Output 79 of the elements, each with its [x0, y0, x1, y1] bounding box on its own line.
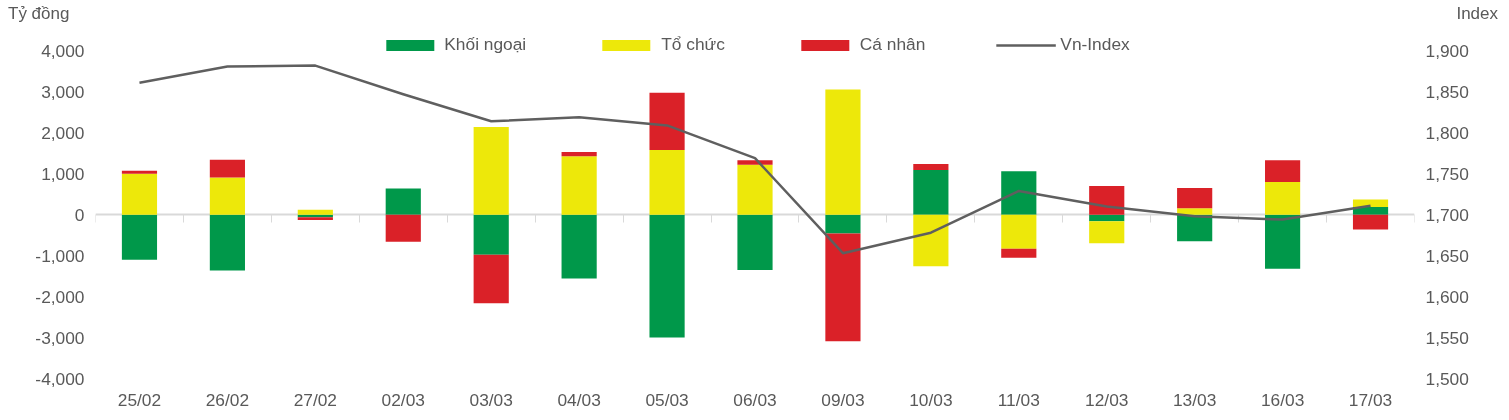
y2-tick-label: 1,800: [1425, 122, 1469, 143]
y2-tick-label: 1,500: [1425, 368, 1469, 389]
x-tick-label: 16/03: [1260, 389, 1305, 410]
y-tick-label: 3,000: [41, 81, 85, 102]
bar: [561, 214, 597, 279]
x-tick-label: 09/03: [821, 389, 865, 410]
bar: [1089, 221, 1125, 244]
bar: [561, 152, 597, 157]
bar: [121, 173, 158, 215]
y2-axis-title: Index: [1456, 3, 1498, 25]
y2-tick-label: 1,700: [1425, 204, 1469, 225]
bar: [297, 209, 333, 215]
x-tick-label: 05/03: [645, 389, 689, 410]
bar: [1001, 171, 1037, 215]
x-tick-label: 06/03: [733, 389, 777, 410]
x-tick-label: 13/03: [1172, 389, 1217, 410]
bar: [473, 214, 509, 255]
bar: [561, 156, 597, 215]
y-tick-label: -1,000: [35, 245, 85, 266]
bar: [737, 164, 773, 215]
bar: [825, 233, 861, 342]
bar: [1177, 188, 1213, 209]
bar: [1001, 248, 1037, 258]
x-tick-label: 11/03: [997, 389, 1040, 410]
y2-tick-label: 1,850: [1425, 81, 1469, 102]
y2-tick-label: 1,600: [1425, 286, 1469, 307]
y2-tick-label: 1,750: [1425, 163, 1469, 184]
bar: [1089, 186, 1125, 215]
x-tick-label: 25/02: [117, 389, 162, 410]
y-tick-label: 1,000: [41, 163, 85, 184]
x-tick-label: 04/03: [557, 389, 601, 410]
bar: [1265, 181, 1301, 215]
bar: [825, 89, 861, 215]
bar: [649, 149, 685, 215]
bar: [473, 254, 509, 304]
y-tick-label: 4,000: [41, 40, 85, 61]
bar: [1001, 214, 1037, 249]
legend-label: Cá nhân: [859, 34, 926, 55]
bar: [1265, 214, 1301, 269]
bar: [649, 92, 685, 150]
line-series: [138, 64, 1372, 255]
bar: [913, 163, 949, 171]
y-tick-label: -2,000: [35, 286, 85, 307]
bar: [649, 214, 685, 338]
bar: [1352, 214, 1389, 230]
x-tick-label: 12/03: [1085, 389, 1129, 410]
bar: [825, 214, 861, 234]
y-tick-label: -4,000: [35, 368, 85, 389]
bar: [121, 214, 158, 260]
bar: [209, 177, 245, 215]
bar: [1089, 214, 1125, 222]
y-tick-label: 2,000: [41, 122, 85, 143]
bar: [913, 214, 949, 267]
legend-label: Tổ chức: [661, 34, 725, 55]
bar: [737, 214, 773, 270]
y2-tick-label: 1,650: [1425, 245, 1469, 266]
x-tick-label: 26/02: [205, 389, 250, 410]
legend-label: Vn-Index: [1060, 34, 1130, 55]
x-tick-label: 17/03: [1348, 389, 1393, 410]
legend-label: Khối ngoại: [444, 34, 527, 55]
bar: [1265, 160, 1301, 182]
bar: [913, 170, 949, 215]
bar: [121, 170, 158, 174]
y-tick-label: -3,000: [35, 327, 85, 348]
bar: [385, 214, 421, 242]
bar: [473, 127, 509, 215]
bar: [1177, 208, 1213, 215]
y-axis-title: Tỷ đồng: [8, 3, 70, 25]
x-tick-label: 03/03: [469, 389, 513, 410]
bar: [209, 159, 245, 178]
x-tick-label: 27/02: [293, 389, 338, 410]
x-tick-label: 10/03: [909, 389, 953, 410]
y2-tick-label: 1,900: [1425, 40, 1469, 61]
bar: [209, 214, 245, 271]
x-tick-label: 02/03: [381, 389, 425, 410]
y-tick-label: 0: [74, 204, 85, 225]
y2-tick-label: 1,550: [1425, 327, 1469, 348]
bar: [385, 188, 421, 215]
bar: [1352, 206, 1389, 215]
